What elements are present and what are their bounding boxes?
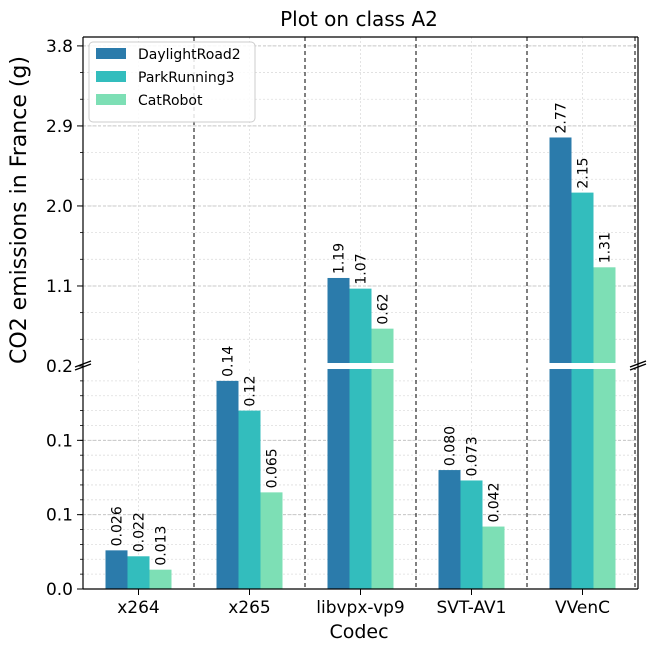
bar-ParkRunning3-SVT-AV1 [460,480,483,589]
legend-entry: CatRobot [138,93,203,109]
y-axis-label: CO2 emissions in France (g) [7,56,32,364]
legend-swatch [96,94,126,105]
bar-ParkRunning3-VVenC-lower [571,369,594,589]
bars [105,137,616,589]
bar-DaylightRoad2-x264 [105,550,128,589]
y-tick-label: 0.2 [46,357,73,377]
bar-CatRobot-SVT-AV1 [482,526,505,589]
bar-value-label: 1.19 [332,243,348,274]
axes-frame [74,36,647,595]
bar-value-label: 0.013 [154,526,170,566]
y-tick-label: 2.0 [46,197,73,217]
bar-DaylightRoad2-libvpx-vp9-lower [327,369,350,589]
y-tick-label: 0.1 [46,506,73,526]
bar-DaylightRoad2-VVenC-lower [549,369,572,589]
legend-entry: DaylightRoad2 [138,47,241,63]
bar-DaylightRoad2-SVT-AV1 [438,470,461,589]
y-tick-label: 1.1 [46,277,73,297]
bar-DaylightRoad2-libvpx-vp9 [327,277,350,363]
bar-value-label: 0.12 [243,375,259,406]
bar-value-label: 1.31 [598,232,614,263]
bar-CatRobot-x264 [149,569,172,589]
y-tick-label: 3.8 [46,37,73,57]
bar-ParkRunning3-libvpx-vp9-lower [349,369,372,589]
y-tick-label: 0.0 [46,580,73,600]
axis-break-gap [84,364,637,368]
bar-value-label: 0.080 [443,426,459,466]
x-tick-label: libvpx-vp9 [316,598,405,618]
bar-value-label: 0.14 [221,346,237,377]
x-axis-label: Codec [329,621,388,643]
bar-value-label: 0.026 [110,506,126,546]
tick-labels: 0.0 0.1 0.1 1.1 2.0 2.9 3.8 0.2 x264 x265 libvpx-v… [46,37,610,618]
bar-CatRobot-x265 [260,492,283,589]
bar-value-label: 1.07 [354,253,370,284]
x-tick-label: SVT-AV1 [437,598,507,618]
legend-box [88,41,256,123]
axis-break-mark [629,360,647,368]
x-tick-label: x264 [117,598,160,618]
axis-break-mark [629,363,647,371]
bar-CatRobot-libvpx-vp9 [371,328,394,363]
bar-value-labels: 0.026 0.14 1.19 0.080 2.77 0.022 0.12 1.07 0.073… [110,102,614,565]
axis-break-mark [74,363,92,371]
legend-swatch [96,48,126,59]
x-tick-label: VVenC [555,598,610,618]
bar-value-label: 0.022 [132,512,148,552]
bar-value-label: 0.62 [376,293,392,324]
legend: DaylightRoad2 ParkRunning3 CatRobot [88,41,256,123]
bar-DaylightRoad2-x265 [216,380,239,589]
bar-ParkRunning3-libvpx-vp9 [349,288,372,363]
bar-value-label: 2.15 [576,157,592,188]
bar-DaylightRoad2-VVenC [549,137,572,363]
bar-ParkRunning3-x264 [127,556,150,589]
bar-value-label: 2.77 [554,102,570,133]
legend-swatch [96,71,126,82]
x-tick-label: x265 [228,598,271,618]
bar-value-label: 0.073 [465,436,481,476]
bar-CatRobot-VVenC-lower [593,369,616,589]
y-tick-label: 2.9 [46,117,73,137]
y-tick-label: 0.1 [46,431,73,451]
bar-CatRobot-libvpx-vp9-lower [371,369,394,589]
bar-value-label: 0.042 [487,482,503,522]
chart-title: Plot on class A2 [280,7,438,31]
bar-ParkRunning3-VVenC [571,192,594,363]
bar-CatRobot-VVenC [593,267,616,363]
legend-entry: ParkRunning3 [138,70,235,86]
bar-ParkRunning3-x265 [238,410,261,589]
bar-value-label: 0.065 [265,448,281,488]
